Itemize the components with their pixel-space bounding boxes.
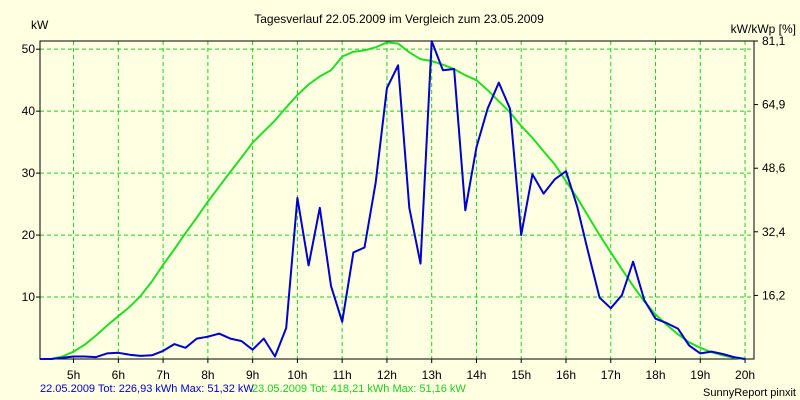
x-tick-label-0: 5h [67, 368, 80, 382]
series-line-0 [40, 40, 746, 360]
y-right-tick-label-0: 16,2 [762, 288, 786, 302]
x-tick-label-15: 20h [735, 368, 755, 382]
y-right-tick-label-3: 64,9 [762, 98, 786, 112]
footer-blue-legend: 22.05.2009 Tot: 226,93 kWh Max: 51,32 kW [40, 383, 254, 395]
y-axis-label-left: kW [31, 18, 49, 32]
x-tick-label-3: 8h [201, 368, 214, 382]
y-left-tick-label-0: 10 [22, 290, 36, 304]
y-left-tick-label-4: 50 [22, 42, 36, 56]
y-right-tick-label-4: 81,1 [762, 34, 786, 48]
x-tick-label-8: 13h [422, 368, 442, 382]
x-tick-label-14: 19h [690, 368, 710, 382]
x-tick-label-9: 14h [466, 368, 486, 382]
plot-frame [39, 40, 755, 360]
x-tick-label-10: 15h [511, 368, 531, 382]
x-tick-label-4: 9h [246, 368, 259, 382]
x-tick-label-13: 18h [646, 368, 666, 382]
ticks: 5h 6h 7h 8h 9h 10h 11h 12h 13h 14h 15h 16h 17h 18h 19h… [22, 34, 786, 382]
y-axis-label-right: kW/kWp [%] [731, 22, 796, 36]
y-left-tick-label-3: 40 [22, 104, 36, 118]
x-tick-label-7: 12h [377, 368, 397, 382]
y-right-tick-label-1: 32,4 [762, 225, 786, 239]
x-tick-label-2: 7h [156, 368, 169, 382]
x-tick-label-6: 11h [333, 368, 352, 382]
y-left-tick-label-2: 30 [22, 166, 36, 180]
x-tick-label-1: 6h [112, 368, 125, 382]
footer-credit: SunnyReport pinxit [703, 387, 796, 399]
plot-area [40, 41, 754, 359]
series-layer [40, 40, 746, 360]
x-tick-label-11: 16h [556, 368, 576, 382]
x-tick-label-12: 17h [601, 368, 621, 382]
chart-title: Tagesverlauf 22.05.2009 im Vergleich zum… [254, 12, 544, 26]
y-right-tick-label-2: 48,6 [762, 161, 786, 175]
x-tick-label-5: 10h [287, 368, 307, 382]
footer-green-legend: 23.05.2009 Tot: 418,21 kWh Max: 51,16 kW [252, 383, 466, 395]
y-left-tick-label-1: 20 [22, 228, 36, 242]
